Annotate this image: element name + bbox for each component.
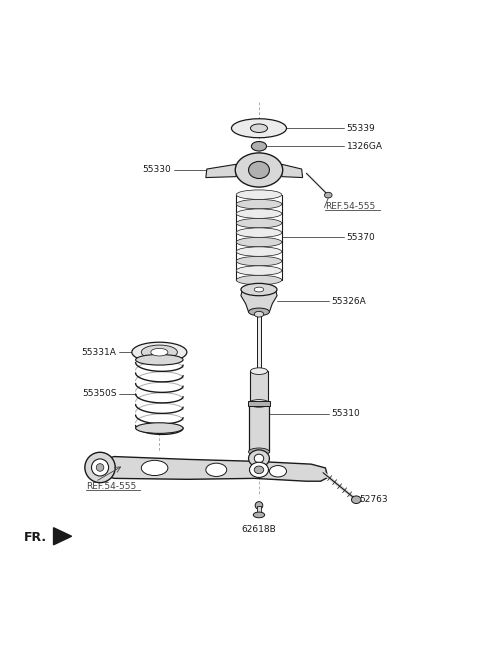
Ellipse shape — [251, 368, 267, 375]
Polygon shape — [54, 528, 72, 545]
Ellipse shape — [206, 463, 227, 476]
Ellipse shape — [253, 512, 264, 517]
Ellipse shape — [249, 448, 269, 456]
Bar — [249, 403, 269, 452]
Ellipse shape — [236, 190, 282, 199]
Text: 55339: 55339 — [347, 124, 375, 133]
Ellipse shape — [254, 311, 264, 317]
Ellipse shape — [249, 450, 269, 467]
Text: 62618B: 62618B — [241, 525, 276, 534]
Text: 52763: 52763 — [360, 495, 388, 504]
Polygon shape — [206, 164, 236, 178]
Bar — [257, 314, 261, 371]
Text: 55350S: 55350S — [82, 390, 117, 398]
Ellipse shape — [236, 237, 282, 247]
Ellipse shape — [236, 199, 282, 209]
Ellipse shape — [241, 284, 277, 295]
Ellipse shape — [235, 153, 283, 187]
Ellipse shape — [252, 141, 266, 151]
Ellipse shape — [151, 348, 168, 356]
Bar — [257, 506, 261, 516]
Ellipse shape — [249, 161, 269, 179]
Ellipse shape — [85, 453, 115, 483]
Text: 55310: 55310 — [332, 409, 360, 419]
Text: 55331A: 55331A — [82, 348, 117, 357]
Ellipse shape — [236, 256, 282, 266]
Ellipse shape — [254, 466, 264, 474]
Ellipse shape — [236, 218, 282, 228]
Ellipse shape — [141, 460, 168, 476]
Ellipse shape — [231, 119, 287, 138]
Ellipse shape — [251, 124, 267, 132]
Text: 55330: 55330 — [143, 166, 171, 174]
Ellipse shape — [132, 342, 187, 362]
Ellipse shape — [141, 345, 178, 360]
Ellipse shape — [136, 354, 183, 365]
Ellipse shape — [236, 275, 282, 285]
Ellipse shape — [236, 209, 282, 218]
Text: REF.54-555: REF.54-555 — [86, 482, 136, 491]
Polygon shape — [106, 457, 328, 481]
Bar — [248, 401, 270, 406]
Ellipse shape — [236, 247, 282, 256]
Ellipse shape — [269, 466, 287, 477]
Ellipse shape — [351, 496, 361, 504]
Text: 55326A: 55326A — [332, 297, 366, 306]
Ellipse shape — [136, 422, 183, 434]
Text: FR.: FR. — [24, 531, 47, 544]
Ellipse shape — [249, 400, 269, 407]
Polygon shape — [282, 164, 302, 178]
Ellipse shape — [250, 462, 268, 477]
Ellipse shape — [96, 464, 104, 471]
Polygon shape — [241, 290, 277, 312]
Ellipse shape — [255, 502, 263, 509]
Ellipse shape — [254, 454, 264, 462]
Ellipse shape — [324, 193, 332, 198]
Bar — [251, 371, 267, 403]
Ellipse shape — [254, 287, 264, 292]
Text: 1326GA: 1326GA — [347, 141, 383, 151]
Ellipse shape — [249, 308, 269, 316]
Text: 55370: 55370 — [347, 233, 375, 242]
Ellipse shape — [92, 459, 108, 476]
Text: REF.54-555: REF.54-555 — [325, 202, 376, 211]
Ellipse shape — [236, 228, 282, 237]
Ellipse shape — [236, 266, 282, 275]
